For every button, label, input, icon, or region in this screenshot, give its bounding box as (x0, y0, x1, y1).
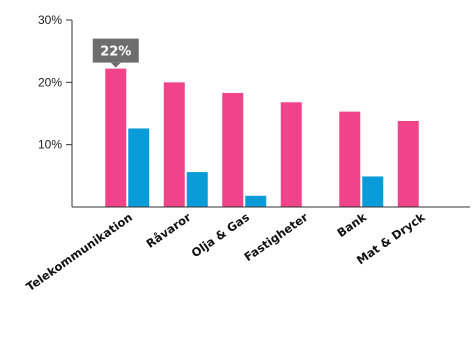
callout-badge (92, 38, 139, 63)
bar-pink-0 (105, 68, 127, 208)
bar-pink-1 (163, 82, 185, 207)
y-tick-label: 20% (38, 75, 62, 89)
y-tick-label: 10% (38, 138, 62, 152)
bar-blue-2 (245, 195, 267, 207)
callout-pointer (110, 62, 121, 68)
y-tick-label: 30% (38, 13, 62, 27)
category-label: Råvaror (144, 210, 194, 251)
bar-blue-0 (128, 128, 150, 207)
category-label: Fastigheter (241, 210, 310, 264)
bar-pink-4 (339, 111, 361, 207)
bar-pink-5 (397, 120, 419, 207)
bar-blue-1 (186, 172, 208, 207)
bar-pink-2 (222, 92, 244, 207)
bar-blue-4 (362, 176, 384, 207)
category-label: Telekommunikation (23, 210, 135, 294)
callout-layer: 22% (92, 38, 139, 68)
callout-label: 22% (100, 45, 131, 60)
bars-layer (105, 68, 419, 208)
axes-layer: 10% 20% 30% (38, 13, 470, 208)
bar-pink-3 (280, 102, 302, 207)
category-label: Bank (334, 210, 369, 240)
